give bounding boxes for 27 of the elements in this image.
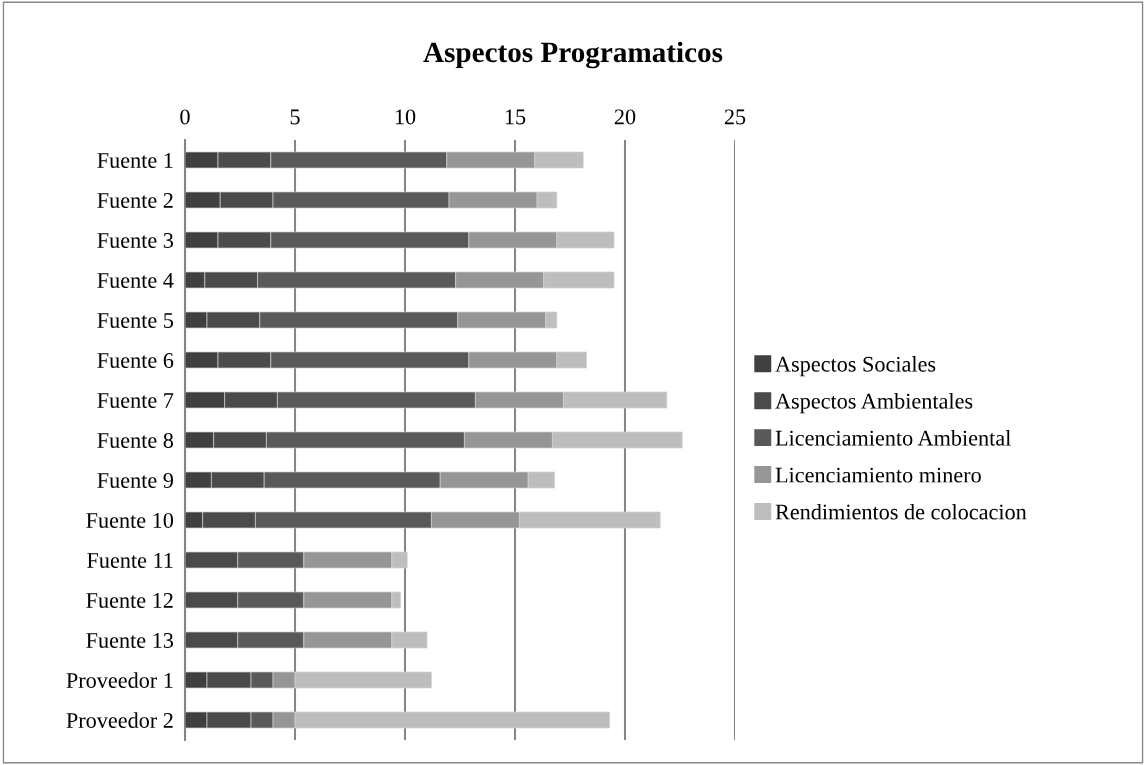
x-tick-label: 15 <box>505 109 526 125</box>
x-tick-label: 0 <box>180 109 190 125</box>
legend-label: Rendimientos de colocacion <box>775 503 1027 520</box>
y-tick-label: Proveedor 1 <box>66 672 173 688</box>
y-tick-label: Fuente 3 <box>97 232 174 248</box>
x-tick-label: 25 <box>724 109 746 125</box>
y-tick-label: Fuente 7 <box>97 393 174 408</box>
chart-title: Aspectos Programaticos <box>423 41 723 69</box>
y-tick-label: Fuente 13 <box>86 632 174 648</box>
y-tick-label: Fuente 11 <box>87 553 173 568</box>
y-tick-label: Fuente 10 <box>86 512 174 528</box>
x-tick-label: 5 <box>290 109 300 125</box>
y-tick-label: Fuente 8 <box>97 432 174 448</box>
legend-label: Aspectos Sociales <box>775 356 936 377</box>
x-tick-label: 10 <box>395 109 416 125</box>
y-tick-label: Fuente 1 <box>97 153 173 168</box>
legend-label: Licenciamiento Ambiental <box>775 429 1011 446</box>
y-tick-label: Fuente 4 <box>97 273 174 288</box>
y-tick-label: Fuente 12 <box>86 592 173 608</box>
y-tick-label: Fuente 9 <box>97 472 173 488</box>
y-tick-label: Fuente 2 <box>97 192 173 208</box>
y-tick-label: Proveedor 2 <box>66 712 173 728</box>
x-tick-label: 20 <box>614 109 636 125</box>
y-tick-label: Fuente 6 <box>97 352 174 368</box>
legend-label: Licenciamiento minero <box>775 467 981 483</box>
legend-label: Aspectos Ambientales <box>775 393 973 414</box>
y-tick-label: Fuente 5 <box>97 313 174 328</box>
